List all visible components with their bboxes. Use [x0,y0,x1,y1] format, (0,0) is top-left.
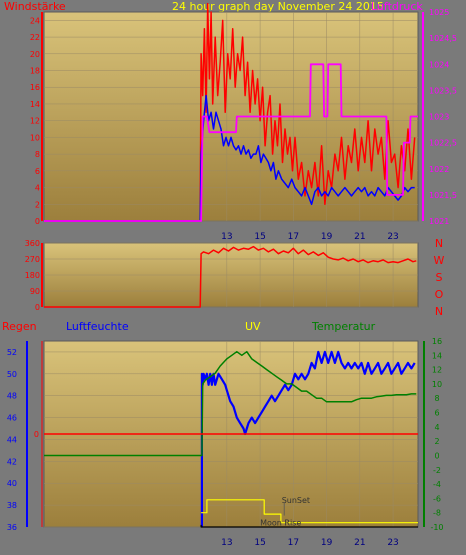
y-tick-label-wind: 16 [30,83,40,92]
y-tick-label-humidity: 50 [7,370,17,379]
chart-title: 24 hour graph day November 24 2015 [172,0,384,13]
y-tick-label-wind: 24 [30,16,40,25]
y-tick-label-humidity: 46 [7,414,17,423]
x-tick-label: 17 [288,232,299,242]
series-line-uv [201,499,418,524]
x-tick-label: 15 [254,538,265,548]
x-tick-label: 23 [387,232,398,242]
series-line-pressure [44,63,418,222]
series-line-gust [44,2,416,222]
y-tick-label-wind: 6 [35,167,40,176]
y-tick-label-temperature: -10 [430,523,443,532]
x-tick-label: 23 [387,538,398,548]
series-line-temperature [44,350,417,457]
y-tick-label-pressure: 1024,5 [429,34,457,43]
y-tick-label-humidity: 38 [7,501,17,510]
y-tick-label-pressure: 1025 [429,8,449,17]
compass-label: O [435,288,444,301]
series-line-avg [44,94,415,222]
annotation-label: SunSet [282,496,310,505]
y-tick-label-direction: 90 [30,287,40,296]
y-tick-label-rain: 0 [34,430,39,439]
y-tick-label-temperature: 6 [434,409,439,418]
y-tick-label-pressure: 1023,5 [429,86,457,95]
compass-label: S [436,271,443,284]
y-tick-label-humidity: 36 [7,523,17,532]
y-tick-label-temperature: -2 [433,466,441,475]
y-tick-label-humidity: 52 [7,348,17,357]
y-tick-label-temperature: 10 [432,380,442,389]
y-tick-label-direction: 0 [35,303,40,312]
y-tick-label-temperature: -6 [433,494,441,503]
y-tick-label-temperature: -8 [433,509,441,518]
uv-label: UV [245,320,261,333]
temperature-label: Temperatur [311,320,376,333]
y-tick-label-humidity: 48 [7,392,17,401]
y-tick-label-direction: 270 [25,255,40,264]
x-tick-label: 13 [221,232,232,242]
y-tick-label-temperature: 2 [434,437,439,446]
y-tick-label-pressure: 1022,5 [429,139,457,148]
wind-pressure-panel: 02468101214161820222410211021,510221022,… [30,2,457,242]
humidity-label: Luftfeuchte [66,320,129,333]
y-tick-label-temperature: 14 [432,351,442,360]
right-axis-label-pressure: Luftdruck [371,0,423,13]
y-tick-label-wind: 12 [30,117,40,126]
y-tick-label-wind: 10 [30,133,40,142]
y-tick-label-pressure: 1024 [429,60,449,69]
series-line-humidity [200,350,416,527]
y-tick-label-direction: 360 [25,239,40,248]
x-tick-label: 19 [321,538,333,548]
y-tick-label-wind: 20 [30,50,40,59]
y-tick-label-wind: 22 [30,33,40,42]
y-tick-label-temperature: 16 [432,337,442,346]
x-tick-label: 19 [321,232,333,242]
humidity-temperature-panel: 363840424446485052-10-8-6-4-202468101214… [7,337,444,548]
left-axis-label-wind: Windstärke [4,0,66,13]
rain-label: Regen [2,320,37,333]
y-tick-label-wind: 2 [35,200,40,209]
x-tick-label: 21 [354,538,365,548]
series-line-sun [200,524,418,528]
y-tick-label-wind: 18 [30,67,40,76]
y-tick-label-direction: 180 [25,271,40,280]
x-tick-label: 17 [288,538,299,548]
compass-label: N [435,305,443,318]
annotation-label: Moon Rise [260,519,301,528]
y-tick-label-pressure: 1022 [429,165,449,174]
y-tick-label-pressure: 1021,5 [429,191,457,200]
y-tick-label-humidity: 42 [7,457,17,466]
compass-label: W [434,254,445,267]
y-tick-label-wind: 14 [30,100,40,109]
y-tick-label-humidity: 40 [7,479,17,488]
x-tick-label: 13 [221,538,232,548]
y-tick-label-wind: 8 [35,150,40,159]
y-tick-label-temperature: 8 [434,394,439,403]
series-line-direction [44,245,417,308]
y-tick-label-temperature: 0 [434,451,439,460]
y-tick-label-wind: 4 [35,184,40,193]
y-tick-label-pressure: 1023 [429,113,449,122]
y-tick-label-humidity: 44 [7,435,17,444]
y-tick-label-wind: 0 [35,217,40,226]
x-tick-label: 21 [354,232,365,242]
compass-label: N [435,237,443,250]
y-tick-label-temperature: 12 [432,366,442,375]
y-tick-label-temperature: -4 [433,480,441,489]
y-tick-label-pressure: 1021 [429,217,449,226]
y-tick-label-temperature: 4 [434,423,439,432]
x-tick-label: 15 [254,232,265,242]
